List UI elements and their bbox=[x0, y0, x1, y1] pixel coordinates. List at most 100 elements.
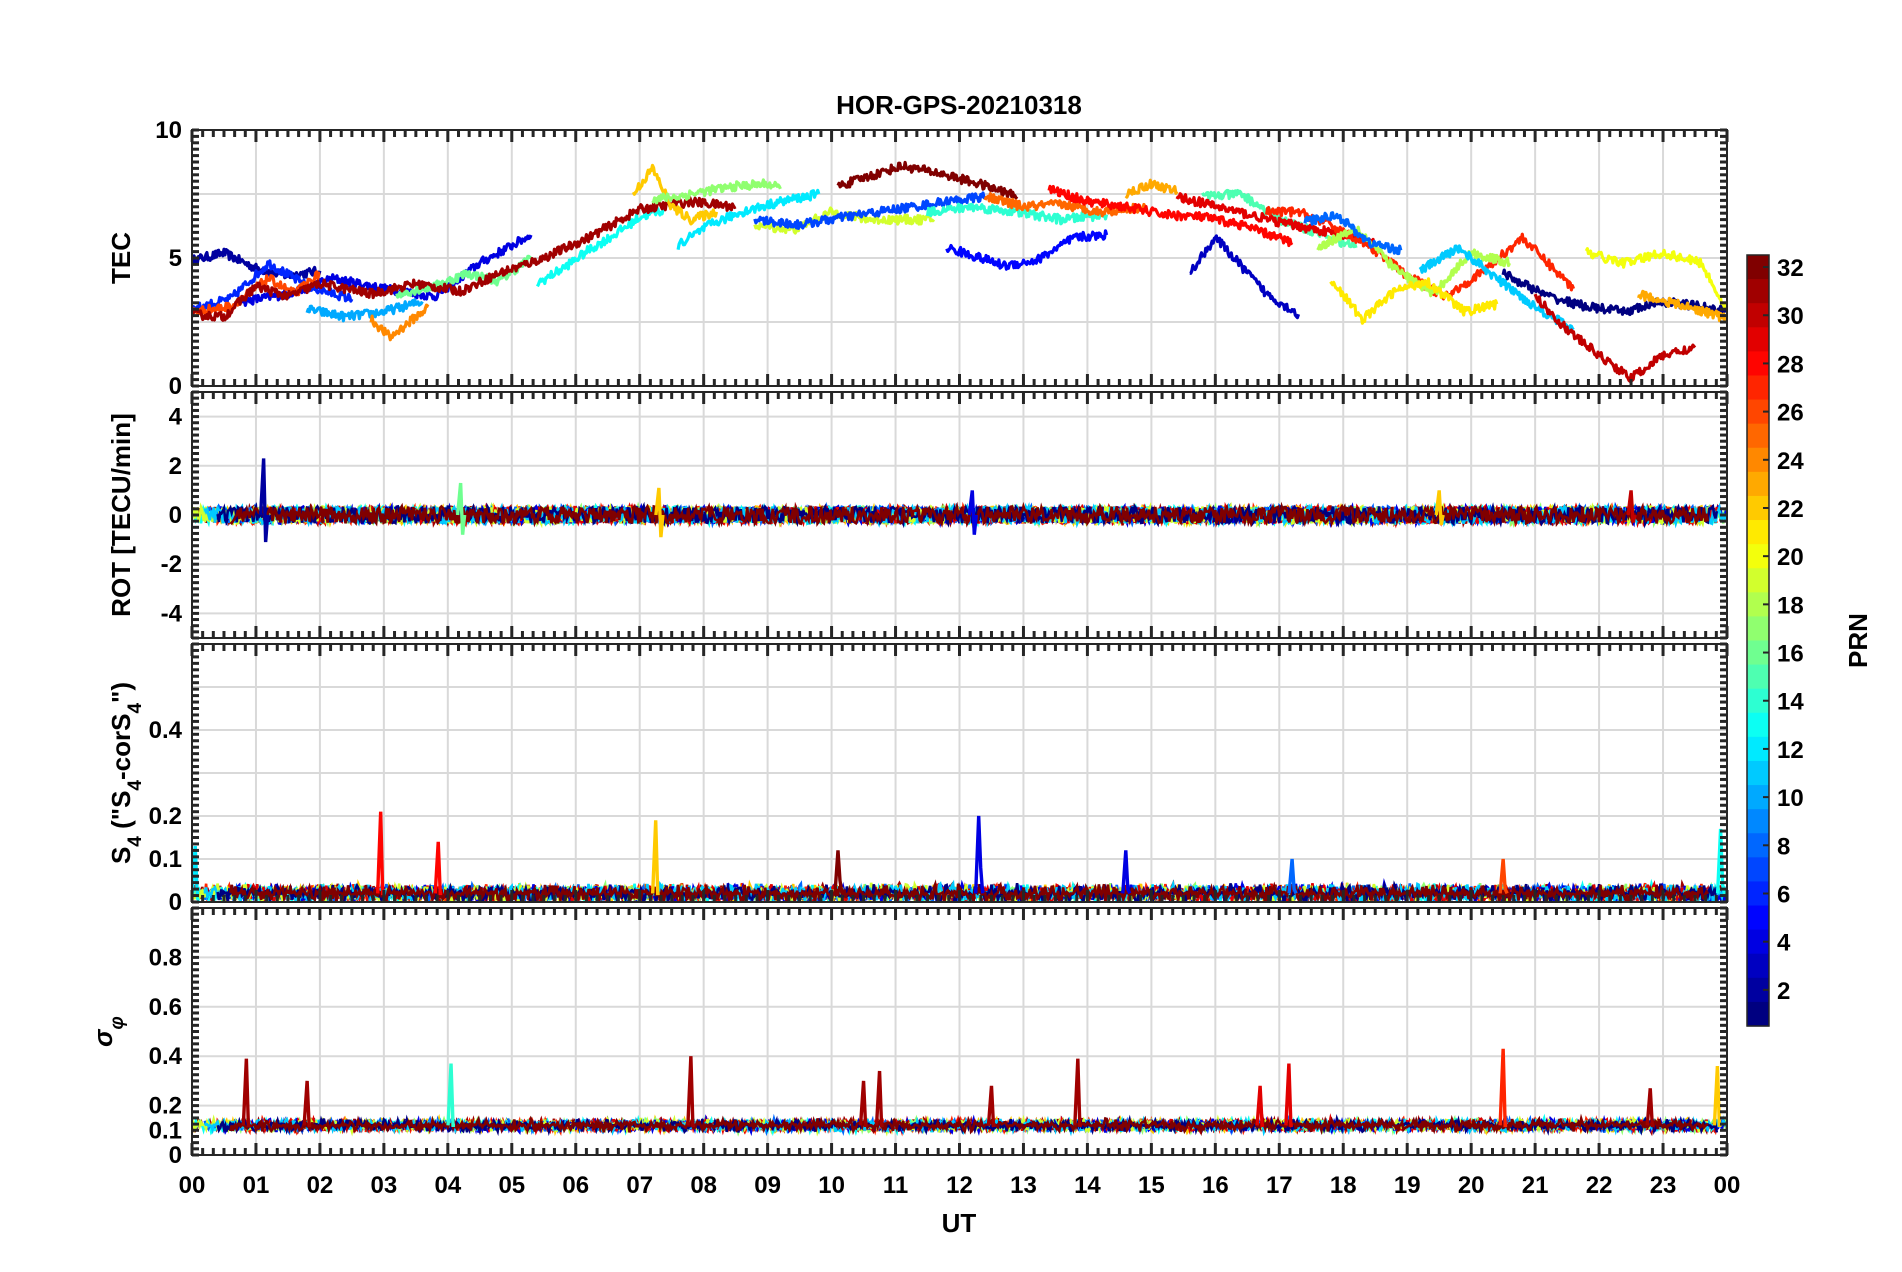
grid bbox=[192, 130, 1727, 386]
spike-prn-4 bbox=[973, 815, 985, 894]
panel-2: -4 -2 0 2 4 ROT [TECU/min] bbox=[106, 390, 1729, 640]
y-tick-label: 10 bbox=[155, 117, 182, 144]
tec-series-prn-8 bbox=[1303, 211, 1403, 256]
panel-4: 00.10.2 0.4 0.6 0.8 σφ bbox=[88, 906, 1729, 1169]
tec-series-prn-3 bbox=[1189, 234, 1301, 320]
tec-series-prn-24 bbox=[369, 303, 430, 342]
y-axis-label: S4 ("S4-corS4") bbox=[106, 682, 146, 864]
y-tick-label: 0.4 bbox=[149, 717, 183, 744]
x-tick-label: 11 bbox=[883, 1172, 908, 1199]
colorbar-segment bbox=[1747, 327, 1769, 352]
colorbar-tick-label: 12 bbox=[1777, 737, 1804, 764]
tec-series-prn-7 bbox=[753, 191, 987, 230]
colorbar-segment bbox=[1747, 809, 1769, 834]
colorbar-segment bbox=[1747, 736, 1769, 762]
x-tick-label: 03 bbox=[371, 1172, 398, 1199]
data-lines bbox=[192, 160, 1727, 383]
spike-prn-31 bbox=[1645, 1088, 1655, 1128]
colorbar-tick-label: 18 bbox=[1777, 592, 1804, 619]
y-axis-label: σφ bbox=[88, 1016, 128, 1047]
colorbar-tick-label: 2 bbox=[1777, 978, 1790, 1005]
colorbar-segment bbox=[1747, 785, 1769, 810]
y-tick-label: 0 bbox=[169, 889, 182, 916]
colorbar-segment bbox=[1747, 977, 1769, 1003]
colorbar-segment bbox=[1747, 520, 1769, 545]
colorbar-tick-label: 16 bbox=[1777, 641, 1804, 668]
y-tick-label: 0.8 bbox=[149, 944, 182, 971]
spike-prn-22 bbox=[650, 820, 660, 896]
x-tick-label: 19 bbox=[1394, 1172, 1421, 1199]
tec-series-prn-6 bbox=[192, 259, 354, 314]
data-lines bbox=[192, 458, 1727, 543]
y-tick-label: 0 bbox=[169, 502, 182, 529]
x-tick-label: 16 bbox=[1202, 1172, 1229, 1199]
spike-prn-31 bbox=[302, 1080, 312, 1128]
colorbar-segment bbox=[1747, 495, 1769, 521]
x-tick-label: 00 bbox=[179, 1172, 206, 1199]
colorbar-segment bbox=[1747, 929, 1769, 955]
colorbar-segment bbox=[1747, 953, 1769, 979]
spike-prn-31 bbox=[986, 1085, 996, 1128]
x-tick-label: 20 bbox=[1458, 1172, 1485, 1199]
y-tick-label: 4 bbox=[169, 404, 183, 431]
x-tick-label: 06 bbox=[562, 1172, 589, 1199]
x-tick-label: 01 bbox=[243, 1172, 270, 1199]
colorbar-frame bbox=[1746, 254, 1770, 1027]
tec-series-prn-18 bbox=[1316, 225, 1511, 298]
colorbar-segment bbox=[1747, 471, 1769, 497]
tec-series-prn-25 bbox=[983, 192, 1147, 218]
tec-series-prn-31 bbox=[192, 196, 737, 322]
tec-series-prn-30 bbox=[1533, 293, 1697, 383]
colorbar-tick-label: 6 bbox=[1777, 881, 1790, 908]
spike-prn-30 bbox=[1626, 490, 1637, 523]
spike-prn-32 bbox=[833, 850, 844, 894]
grid bbox=[192, 644, 1727, 902]
y-tick-label: 2 bbox=[169, 453, 182, 480]
colorbar-segment bbox=[1747, 375, 1769, 401]
spike-prn-4 bbox=[967, 490, 978, 535]
colorbar-segment bbox=[1747, 423, 1769, 449]
panel-3: 0 0.1 0.2 0.4S4 ("S4-corS4") bbox=[106, 642, 1729, 916]
colorbar-tick-label: 8 bbox=[1777, 833, 1790, 860]
x-tick-label: 10 bbox=[818, 1172, 845, 1199]
colorbar-segment bbox=[1747, 1001, 1769, 1027]
y-tick-label: -4 bbox=[161, 600, 183, 627]
y-tick-label: -2 bbox=[161, 551, 182, 578]
colorbar-segment bbox=[1747, 881, 1769, 907]
x-tick-label: 17 bbox=[1266, 1172, 1293, 1199]
x-tick-label: 02 bbox=[307, 1172, 334, 1199]
colorbar-segment bbox=[1747, 712, 1769, 738]
data-lines bbox=[192, 1048, 1727, 1137]
spike-prn-22 bbox=[1434, 490, 1445, 526]
x-tick-label: 09 bbox=[754, 1172, 781, 1199]
colorbar-tick-label: 22 bbox=[1777, 496, 1804, 523]
colorbar-segment bbox=[1747, 399, 1769, 425]
tec-series-prn-11 bbox=[1418, 244, 1575, 332]
x-tick-label: 18 bbox=[1330, 1172, 1357, 1199]
y-axis-label: ROT [TECU/min] bbox=[106, 413, 136, 617]
x-tick-label: 14 bbox=[1074, 1172, 1101, 1199]
spike-prn-29 bbox=[1255, 1085, 1265, 1128]
x-tick-label: 08 bbox=[690, 1172, 717, 1199]
colorbar-segment bbox=[1747, 664, 1769, 690]
spike-prn-31 bbox=[858, 1080, 868, 1128]
ticks bbox=[190, 642, 1729, 904]
colorbar-segment bbox=[1747, 351, 1769, 377]
ticks bbox=[190, 906, 1729, 1157]
x-tick-label: 23 bbox=[1650, 1172, 1677, 1199]
y-tick-label: 0.6 bbox=[149, 994, 182, 1021]
tec-series-prn-20 bbox=[1584, 247, 1727, 313]
tec-series-prn-16 bbox=[395, 254, 532, 299]
y-tick-label: 0.4 bbox=[149, 1043, 183, 1070]
tec-series-prn-22 bbox=[631, 163, 719, 226]
spike-prn-31 bbox=[874, 1070, 884, 1128]
x-axis: 00 01 02 03 04 05 06 07 08 09 10 11 12 13 14 15 16 17 18 19… bbox=[179, 1172, 1741, 1199]
colorbar-segment bbox=[1747, 568, 1769, 593]
spike-prn-31 bbox=[686, 1056, 695, 1128]
ticks bbox=[190, 128, 1729, 388]
x-axis-label: UT bbox=[942, 1208, 977, 1238]
colorbar-tick-label: 30 bbox=[1777, 303, 1804, 330]
x-tick-label: 07 bbox=[626, 1172, 653, 1199]
